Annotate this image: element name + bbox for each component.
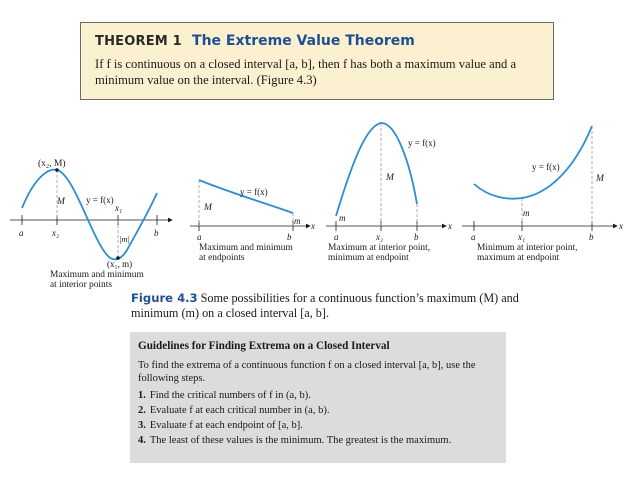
panel-2-graph: y = f(x) M m a b x [190,179,315,242]
label-x: x [447,221,452,231]
step-text: Evaluate f at each endpoint of [a, b]. [149,420,303,431]
curve [335,122,418,217]
guidelines-steps: 1. Find the critical numbers of f in (a, … [138,389,498,447]
label-M: M [56,197,66,207]
step-number: 1. [138,390,146,401]
step-item: 3. Evaluate f at each endpoint of [a, b]. [138,419,498,432]
guidelines-box: Guidelines for Finding Extrema on a Clos… [130,332,506,463]
caption-line-2: maximum at endpoint [477,253,560,263]
step-text: The least of these values is the minimum… [149,435,452,446]
theorem-line-1: If f is continuous on a closed interval … [95,57,517,71]
caption-line-2: at endpoints [199,253,245,263]
label-f: y = f(x) [86,195,114,205]
step-number: 3. [138,420,146,431]
label-m: |m| [119,234,130,244]
figure-4-3: (x₂, M) M y = f(x) x₁ |m| (x₁, m) a x₂ b… [0,118,638,290]
label-b: b [154,228,159,238]
guidelines-intro: To find the extrema of a continuous func… [138,360,476,384]
figure-number: Figure 4.3 [131,291,198,305]
step-number: 4. [138,435,146,446]
label-M: M [203,203,213,213]
label-b: b [287,232,292,242]
caption-line-2: at interior points [50,280,112,290]
step-number: 2. [138,405,146,416]
caption-line-1: Maximum and minimum [199,243,293,253]
theorem-title: The Extreme Value Theorem [192,33,415,49]
label-m: m [294,216,301,226]
panel-1-graph: (x₂, M) M y = f(x) x₁ |m| (x₁, m) a x₂ b [10,158,173,269]
label-x1: x₁ [114,203,122,213]
label-a: a [197,232,202,242]
panel-4-caption: Minimum at interior point, maximum at en… [477,243,578,263]
step-text: Find the critical numbers of f in (a, b)… [149,390,311,401]
label-x1: x₁ [517,232,525,242]
theorem-label: THEOREM 1 [95,34,182,49]
label-a: a [334,232,339,242]
panel-4-graph: y = f(x) M m a x₁ b x [462,125,623,242]
label-x: x [618,221,623,231]
label-m: m [523,208,530,218]
label-x2: x₂ [375,232,383,242]
label-x2: x₂ [51,228,59,238]
label-a: a [471,232,476,242]
label-M: M [385,173,395,183]
label-b: b [589,232,594,242]
label-x: x [310,221,315,231]
theorem-statement: If f is continuous on a closed interval … [95,56,539,88]
label-max-point: (x₂, M) [38,158,66,169]
label-min-point: (x₁, m) [107,259,132,269]
label-m: m [339,213,346,223]
panel-1-caption: Maximum and minimum at interior points [50,270,144,290]
figure-graphs: (x₂, M) M y = f(x) x₁ |m| (x₁, m) a x₂ b… [10,122,623,269]
panel-3-caption: Maximum at interior point, minimum at en… [328,243,430,263]
panel-3-graph: y = f(x) M m a x₂ b x [326,122,452,242]
curve [21,168,158,261]
step-item: 2. Evaluate f at each critical number in … [138,404,498,417]
caption-line-2: minimum at endpoint [328,253,409,263]
caption-line-1: Minimum at interior point, [477,243,578,253]
curve [473,125,593,200]
theorem-box: THEOREM 1 The Extreme Value Theorem If f… [80,22,554,100]
guidelines-title: Guidelines for Finding Extrema on a Clos… [138,340,390,352]
label-M: M [595,174,605,184]
label-f: y = f(x) [532,162,560,172]
curve [198,179,294,214]
label-a: a [19,228,24,238]
figure-caption-text: Some possibilities for a continuous func… [131,291,519,320]
figure-caption: Figure 4.3 Some possibilities for a cont… [131,291,531,321]
theorem-heading: THEOREM 1 The Extreme Value Theorem [95,32,539,51]
label-b: b [414,232,419,242]
label-f: y = f(x) [408,138,436,148]
caption-line-1: Maximum and minimum [50,270,144,280]
caption-line-1: Maximum at interior point, [328,243,431,253]
panel-2-caption: Maximum and minimum at endpoints [199,243,293,263]
label-f: y = f(x) [240,187,268,197]
step-item: 4. The least of these values is the minim… [138,434,498,447]
min-point [116,256,120,260]
step-item: 1. Find the critical numbers of f in (a, … [138,389,498,402]
step-text: Evaluate f at each critical number in (a… [149,405,330,416]
max-point [55,168,59,172]
theorem-line-2: minimum value on the interval. (Figure 4… [95,73,317,87]
